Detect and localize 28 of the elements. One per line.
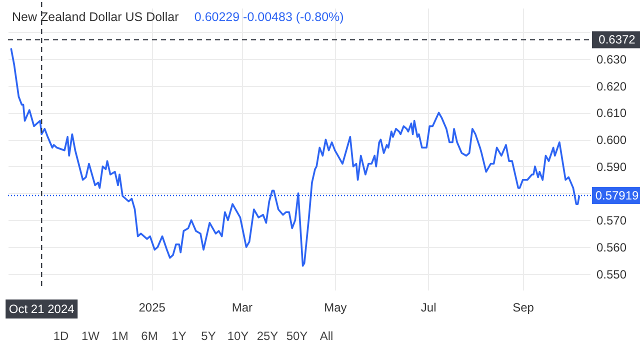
chart-subtitle: 0.60229 -0.00483 (-0.80%) bbox=[194, 10, 344, 24]
y-tick-label: 0.550 bbox=[596, 267, 627, 282]
chart-title: New Zealand Dollar US Dollar bbox=[12, 10, 179, 24]
y-tick-label: 0.560 bbox=[596, 240, 627, 255]
text: 6M bbox=[141, 329, 158, 343]
text: 1D bbox=[53, 329, 69, 343]
text: 50Y bbox=[286, 329, 308, 343]
text: 5Y bbox=[201, 329, 216, 343]
y-tick-label: 0.570 bbox=[596, 214, 627, 228]
text: All bbox=[320, 329, 334, 343]
y-tick-label: 0.630 bbox=[596, 52, 627, 67]
text: 1Y bbox=[172, 329, 186, 343]
x-tick-label: Jul bbox=[420, 300, 436, 314]
ref-line-label: 0.6372 bbox=[598, 32, 636, 47]
text: 1W bbox=[82, 329, 100, 343]
y-tick-label: 0.610 bbox=[596, 106, 627, 120]
ref-line-label: 0.57919 bbox=[595, 188, 640, 202]
text: 1M bbox=[112, 329, 128, 343]
ref-line-label: Oct 21 2024 bbox=[8, 302, 75, 316]
x-tick-label: Sep bbox=[512, 300, 534, 314]
text: 10Y bbox=[227, 329, 249, 343]
y-tick-label: 0.620 bbox=[596, 79, 627, 94]
x-tick-label: Mar bbox=[232, 300, 253, 314]
text: 25Y bbox=[256, 329, 278, 343]
y-tick-label: 0.590 bbox=[596, 160, 627, 174]
x-tick-label: 2025 bbox=[138, 300, 166, 314]
x-tick-label: May bbox=[324, 300, 347, 314]
y-tick-label: 0.600 bbox=[596, 133, 627, 148]
